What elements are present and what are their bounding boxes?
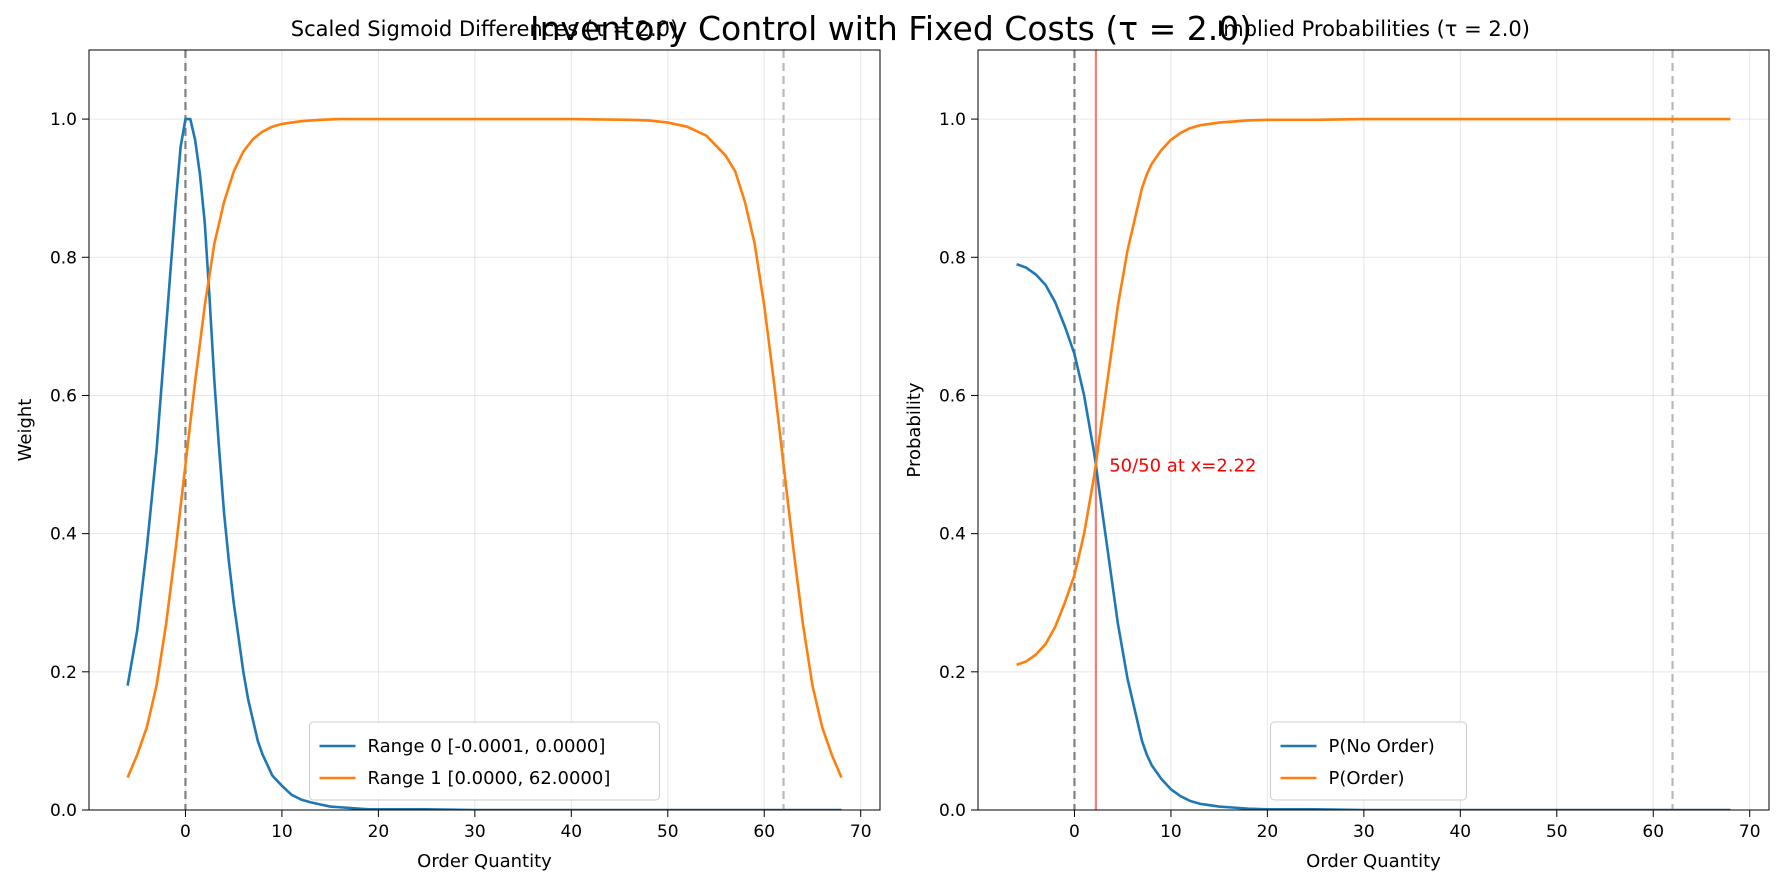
right-x-tick-label: 60 [1642,822,1664,842]
left-x-tick-label: 70 [850,822,872,842]
right-x-tick-label: 20 [1257,822,1279,842]
left-legend: Range 0 [-0.0001, 0.0000] Range 1 [0.0000… [309,721,660,801]
left-y-tick-label: 0.6 [50,386,77,406]
left-legend-label-0: Range 0 [-0.0001, 0.0000] [368,736,606,757]
right-x-tick-label: 50 [1546,822,1568,842]
right-y-tick-label: 1.0 [939,110,966,130]
left-legend-box [309,721,660,801]
left-series-line-1 [126,117,843,779]
left-chart-panel: 0 10 20 30 40 50 60 70 0.0 0.2 0.4 0.6 0.8 1.0 Order Q… [15,17,881,872]
left-x-tick-label: 0 [180,822,191,842]
left-x-tick-label: 50 [657,822,679,842]
right-annotation: 50/50 at x=2.22 [1109,456,1256,477]
right-legend-label-0: P(No Order) [1329,736,1435,757]
right-x-axis-label: Order Quantity [1306,851,1441,872]
left-x-axis-label: Order Quantity [417,851,552,872]
left-x-tick-label: 10 [271,822,293,842]
right-series-line-1 [1016,117,1731,667]
right-y-tick-label: 0.2 [939,663,966,683]
left-chart-title: Scaled Sigmoid Differences (τ = 2.0) [291,17,678,41]
left-legend-label-1: Range 1 [0.0000, 62.0000] [368,768,611,789]
right-series-line-0 [1016,262,1731,810]
right-x-tick-label: 70 [1739,822,1761,842]
left-x-tick-label: 40 [560,822,582,842]
right-y-tick-label: 0.0 [939,801,966,821]
right-legend: P(No Order) P(Order) [1270,721,1467,801]
left-y-tick-label: 0.0 [50,801,77,821]
right-x-tick-label: 0 [1069,822,1080,842]
left-y-tick-label: 0.8 [50,248,77,268]
left-x-tick-label: 20 [368,822,390,842]
right-y-axis-label: Probability [904,382,925,477]
left-x-tick-label: 30 [464,822,486,842]
left-y-tick-label: 1.0 [50,110,77,130]
right-y-tick-label: 0.4 [939,525,966,545]
right-chart-title: Implied Probabilities (τ = 2.0) [1217,17,1530,41]
right-axes-frame [977,49,1770,811]
left-y-tick-label: 0.2 [50,663,77,683]
left-x-tick-label: 60 [753,822,775,842]
left-y-axis-label: Weight [15,399,36,462]
right-chart-panel: 0 10 20 30 40 50 60 70 0.0 0.2 0.4 0.6 0.8 1.0 Order Q… [904,17,1770,872]
right-x-tick-label: 10 [1160,822,1182,842]
right-y-tick-label: 0.8 [939,248,966,268]
left-series-line-0 [126,117,842,810]
right-y-tick-label: 0.6 [939,386,966,406]
right-legend-box [1270,721,1467,801]
right-x-tick-label: 40 [1449,822,1471,842]
figure-suptitle: Inventory Control with Fixed Costs (τ = … [530,9,1252,48]
left-axes-frame [88,49,881,811]
right-legend-label-1: P(Order) [1329,768,1405,789]
right-x-tick-label: 30 [1353,822,1375,842]
left-y-tick-label: 0.4 [50,525,77,545]
